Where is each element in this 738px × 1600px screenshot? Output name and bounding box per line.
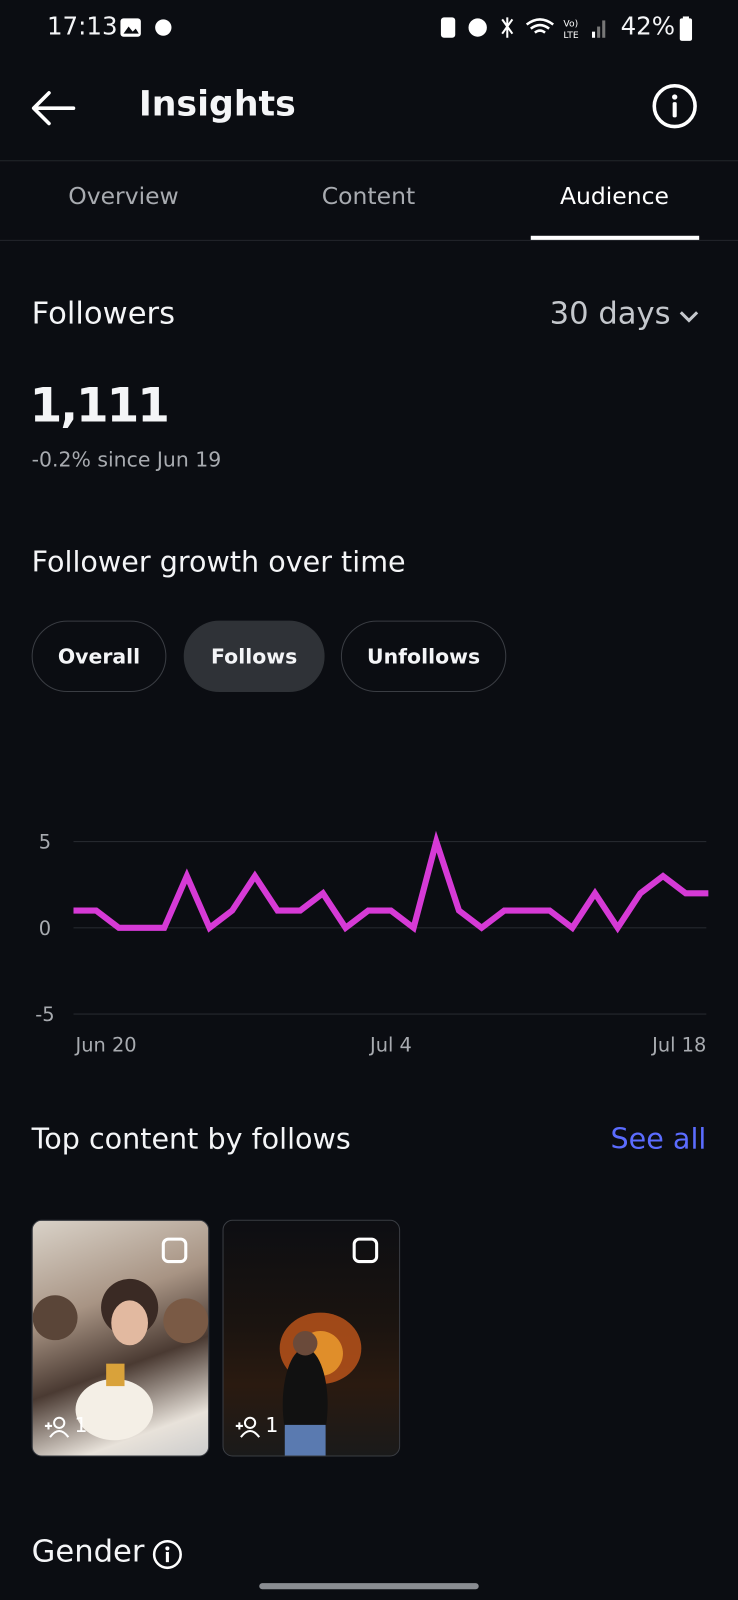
follow-icon xyxy=(235,1416,261,1438)
follower-change: -0.2% since Jun 19 xyxy=(31,447,222,472)
info-icon[interactable] xyxy=(151,1538,184,1571)
svg-text:Vo): Vo) xyxy=(563,19,578,30)
home-indicator xyxy=(259,1583,479,1590)
section-title: Followers xyxy=(31,296,176,332)
status-icons-left xyxy=(120,18,172,37)
status-time: 17:13 xyxy=(46,12,118,41)
status-icons-right: Vo)LTE xyxy=(440,17,606,41)
divider xyxy=(0,160,738,162)
x-tick-label: Jul 18 xyxy=(651,1033,706,1056)
tab[interactable]: Audience xyxy=(559,183,669,211)
thumbnail-art xyxy=(279,1237,379,1456)
filter-chip[interactable]: Overall xyxy=(31,620,167,693)
y-tick-label: 5 xyxy=(39,831,51,854)
chevron[interactable] xyxy=(678,306,700,326)
follow-count: 1 xyxy=(265,1412,279,1438)
tab[interactable]: Overview xyxy=(68,183,179,211)
section-title: Top content by follows xyxy=(31,1121,351,1156)
x-tick-label: Jul 4 xyxy=(369,1033,412,1056)
follow-icon xyxy=(44,1416,70,1438)
back-button[interactable] xyxy=(29,88,80,129)
filter-chip[interactable]: Follows xyxy=(183,620,325,693)
see-all-link[interactable]: See all xyxy=(610,1121,707,1156)
chart: -5 0 5 Jun 20 Jul 4 Jul 18 xyxy=(35,830,709,1056)
content-thumbnail[interactable] xyxy=(222,1219,401,1457)
divider xyxy=(0,239,738,241)
header-title: Insights xyxy=(138,83,296,125)
info-button[interactable] xyxy=(651,83,698,130)
svg-text:LTE: LTE xyxy=(563,30,578,41)
data-line xyxy=(73,830,709,934)
tab-underline xyxy=(530,235,700,240)
section-title: Gender xyxy=(31,1534,145,1570)
period-selector[interactable]: 30 days xyxy=(549,296,671,332)
x-tick-label: Jun 20 xyxy=(75,1033,137,1056)
tab[interactable]: Content xyxy=(321,183,416,211)
filter-chip[interactable]: Unfollows xyxy=(340,620,507,693)
follow-count: 1 xyxy=(74,1412,88,1438)
chart-title: Follower growth over time xyxy=(31,545,406,579)
y-tick-label: 0 xyxy=(39,917,51,940)
battery-icon xyxy=(679,16,693,41)
content-thumbnail[interactable] xyxy=(31,1219,210,1457)
follower-count: 1,111 xyxy=(29,377,170,433)
y-tick-label: -5 xyxy=(35,1003,54,1026)
thumbnail-art xyxy=(32,1237,209,1441)
status-battery: 42% xyxy=(620,12,676,41)
